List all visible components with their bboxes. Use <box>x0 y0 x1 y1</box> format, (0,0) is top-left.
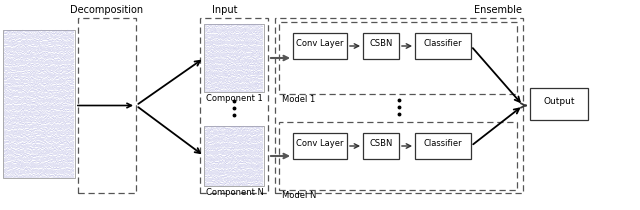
Bar <box>78 18 136 193</box>
Text: CSBN: CSBN <box>369 38 393 47</box>
Text: Conv Layer: Conv Layer <box>296 38 344 47</box>
Bar <box>415 133 471 159</box>
Text: Conv Layer: Conv Layer <box>296 139 344 147</box>
Bar <box>530 88 588 120</box>
Bar <box>275 18 523 193</box>
Text: Model N: Model N <box>282 191 316 200</box>
Bar <box>204 24 264 92</box>
Text: Component N: Component N <box>206 188 264 197</box>
Bar <box>279 122 517 190</box>
Bar <box>204 126 264 186</box>
Text: Model 1: Model 1 <box>282 95 316 104</box>
Bar <box>363 133 399 159</box>
Text: Component 1: Component 1 <box>206 94 263 103</box>
Text: Ensemble: Ensemble <box>474 5 522 15</box>
Text: Classifier: Classifier <box>424 139 462 147</box>
Bar <box>293 33 347 59</box>
Bar <box>200 18 268 193</box>
Text: Classifier: Classifier <box>424 38 462 47</box>
Text: Decomposition: Decomposition <box>70 5 143 15</box>
Bar <box>415 33 471 59</box>
Text: Input: Input <box>212 5 237 15</box>
Bar <box>279 22 517 94</box>
Text: Output: Output <box>543 97 575 105</box>
Text: CSBN: CSBN <box>369 139 393 147</box>
Bar <box>363 33 399 59</box>
Bar <box>293 133 347 159</box>
Bar <box>3 30 75 178</box>
